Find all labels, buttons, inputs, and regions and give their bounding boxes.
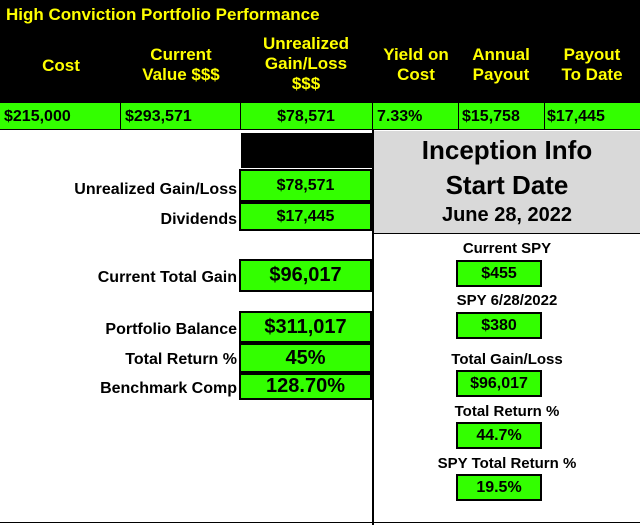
payout-value: $17,445 xyxy=(547,108,605,125)
header-current-value: Current Value $$$ xyxy=(122,45,240,85)
header-unrealized-line2: Gain/Loss xyxy=(264,54,348,73)
annual-value: $15,758 xyxy=(462,108,520,125)
spy-start-label: SPY 6/28/2022 xyxy=(456,292,558,309)
return-box: 45% xyxy=(239,343,372,373)
benchmark-label: Benchmark Comp xyxy=(100,380,237,397)
header-yield-line1: Yield on xyxy=(383,45,449,64)
balance-box: $311,017 xyxy=(239,311,372,343)
inception-panel xyxy=(374,131,640,234)
header-yield-line2: Cost xyxy=(397,65,435,84)
header-bar xyxy=(0,0,640,103)
current-spy-box: $455 xyxy=(456,260,542,287)
start-date-value: June 28, 2022 xyxy=(441,204,573,226)
page-title: High Conviction Portfolio Performance xyxy=(6,5,320,24)
unrealized-value: $78,571 xyxy=(277,108,335,125)
header-payout: Payout To Date xyxy=(544,45,640,85)
cell-divider xyxy=(372,103,373,130)
dividends-box: $17,445 xyxy=(239,202,372,231)
return-label: Total Return % xyxy=(125,351,237,368)
total-gain-label: Current Total Gain xyxy=(97,269,237,286)
inception-title: Inception Info xyxy=(421,135,593,165)
yield-value: 7.33% xyxy=(377,108,423,125)
header-unrealized-line3: $$$ xyxy=(291,74,321,93)
total-return-label: Total Return % xyxy=(454,403,560,420)
cell-divider xyxy=(240,103,241,130)
section-divider xyxy=(372,130,374,525)
bottom-border xyxy=(0,522,640,523)
header-payout-line1: Payout xyxy=(563,45,621,64)
header-cost: Cost xyxy=(12,56,110,76)
spy-start-box: $380 xyxy=(456,312,542,339)
total-gl-box: $96,017 xyxy=(456,370,542,397)
header-unrealized-line1: Unrealized xyxy=(263,34,349,53)
start-date-title: Start Date xyxy=(445,170,569,200)
dividends-label: Dividends xyxy=(160,211,237,228)
current-value: $293,571 xyxy=(125,108,192,125)
inception-border xyxy=(374,233,640,234)
spy-return-label: SPY Total Return % xyxy=(437,455,577,472)
black-block xyxy=(241,133,372,168)
current-spy-label: Current SPY xyxy=(462,240,552,257)
row-border xyxy=(0,129,640,130)
header-current-line1: Current xyxy=(150,45,212,64)
header-cost-label: Cost xyxy=(42,56,80,75)
total-gain-box: $96,017 xyxy=(239,259,372,292)
header-current-line2: Value $$$ xyxy=(142,65,220,84)
unrealized-box: $78,571 xyxy=(239,169,372,202)
spy-return-box: 19.5% xyxy=(456,474,542,501)
header-annual-line1: Annual xyxy=(472,45,530,64)
benchmark-box: 128.70% xyxy=(239,373,372,400)
total-return-box: 44.7% xyxy=(456,422,542,449)
balance-label: Portfolio Balance xyxy=(105,321,237,338)
cell-divider xyxy=(120,103,121,130)
header-unrealized: Unrealized Gain/Loss $$$ xyxy=(240,34,372,94)
cell-divider xyxy=(544,103,545,130)
header-annual-line2: Payout xyxy=(472,65,530,84)
values-row xyxy=(0,103,640,130)
total-gl-label: Total Gain/Loss xyxy=(451,351,563,368)
unrealized-label: Unrealized Gain/Loss xyxy=(74,181,237,198)
header-annual: Annual Payout xyxy=(458,45,544,85)
header-payout-line2: To Date xyxy=(561,65,623,84)
header-yield: Yield on Cost xyxy=(374,45,458,85)
cell-divider xyxy=(458,103,459,130)
cost-value: $215,000 xyxy=(4,108,71,125)
